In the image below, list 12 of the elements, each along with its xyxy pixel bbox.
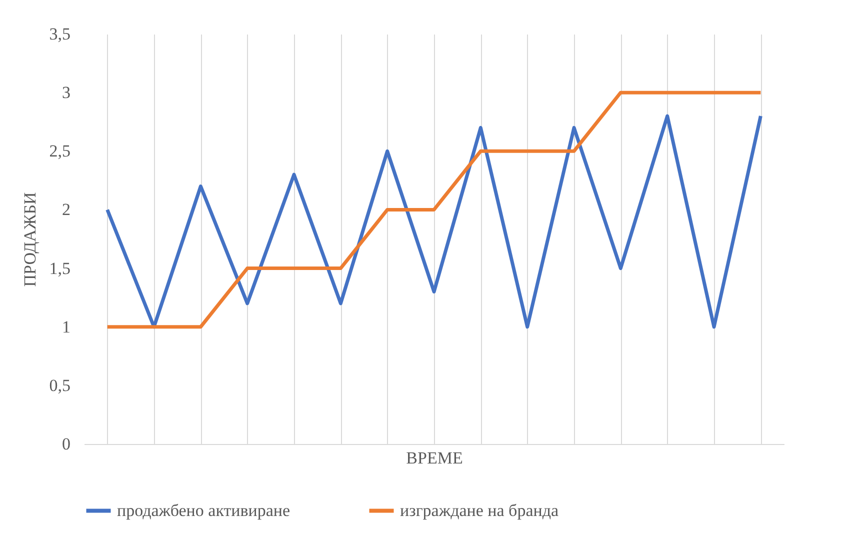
y-tick-label: 0 <box>62 434 70 454</box>
y-tick-label: 0,5 <box>49 376 70 395</box>
legend-label: продажбено активиране <box>117 500 290 520</box>
y-tick-label: 1,5 <box>49 258 70 278</box>
y-tick-label: 1 <box>62 317 70 336</box>
x-axis-title: ВРЕМЕ <box>406 448 463 468</box>
y-axis-title: ПРОДАЖБИ <box>20 192 40 287</box>
y-tick-label: 2,5 <box>49 142 70 161</box>
y-tick-label: 3 <box>62 83 70 102</box>
legend-label: изграждане на бранда <box>400 500 559 520</box>
y-tick-label: 3,5 <box>49 24 70 44</box>
y-tick-label: 2 <box>62 200 70 220</box>
